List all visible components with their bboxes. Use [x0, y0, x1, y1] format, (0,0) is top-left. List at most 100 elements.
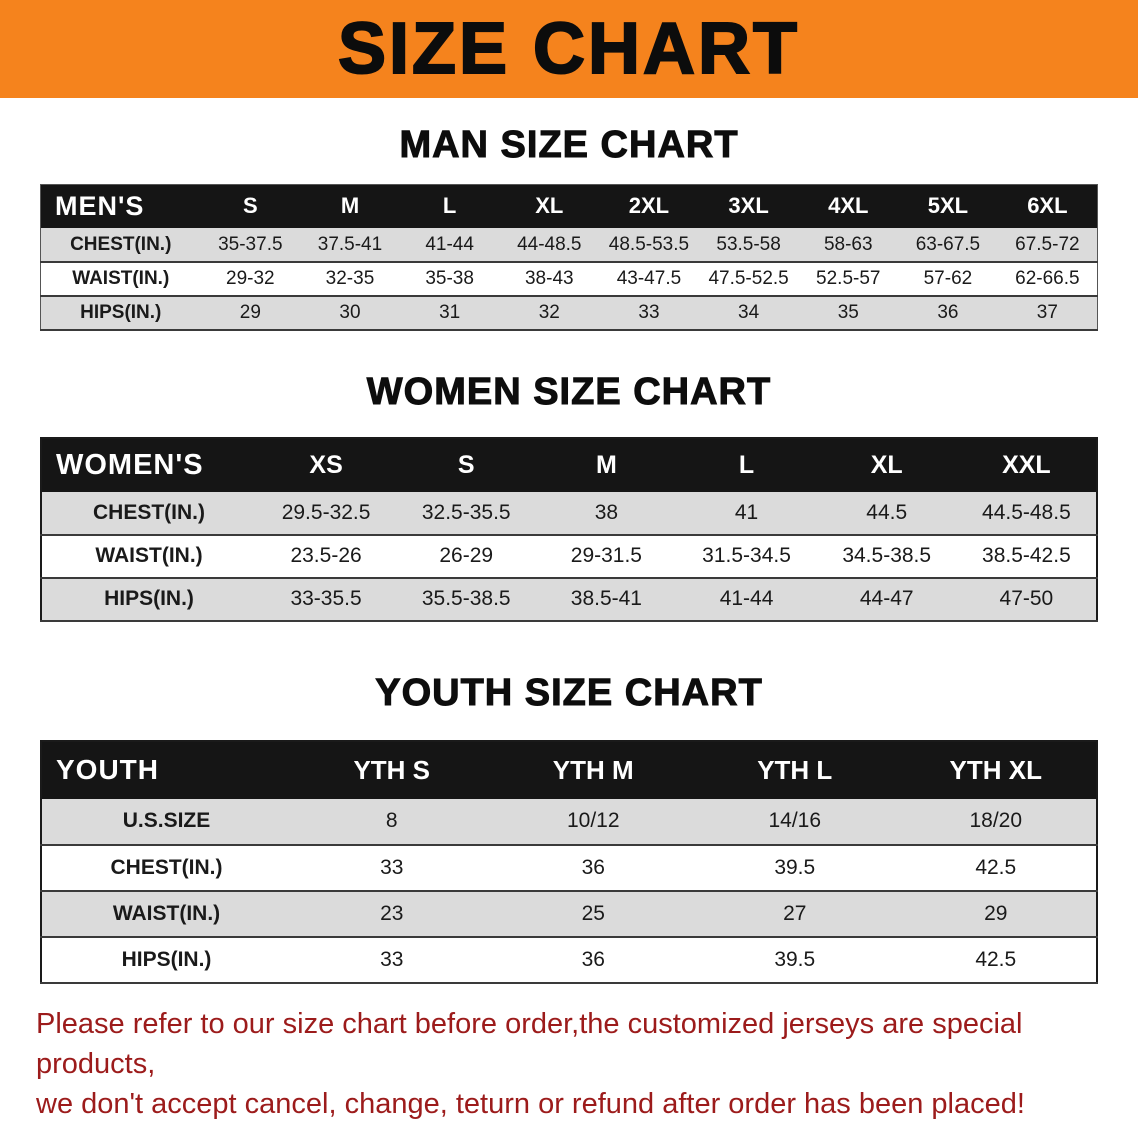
size-value-cell: 31.5-34.5	[676, 534, 817, 578]
size-value-cell: 10/12	[492, 798, 694, 845]
youth-size-chart-heading: YOUTH SIZE CHART	[375, 671, 763, 714]
table-row: HIPS(IN.) 33 36 39.5 42.5	[41, 936, 1097, 983]
row-label: CHEST(IN.)	[41, 491, 256, 535]
size-value-cell: 33	[291, 844, 493, 891]
row-label: HIPS(IN.)	[41, 936, 291, 983]
men-table-body: CHEST(IN.) 35-37.5 37.5-41 41-44 44-48.5 48.5…	[40, 228, 1098, 331]
size-value-cell: 36	[898, 296, 998, 331]
banner: SIZE CHART	[0, 0, 1138, 98]
table-row: HIPS(IN.) 33-35.5 35.5-38.5 38.5-41 41-44 44-…	[41, 577, 1097, 621]
page-title: SIZE CHART	[337, 9, 800, 89]
size-column-header: XXL	[956, 437, 1097, 492]
table-row: CHEST(IN.) 35-37.5 37.5-41 41-44 44-48.5 48.5…	[40, 228, 1098, 263]
header-row: WOMEN'S XS S M L XL XXL	[41, 437, 1097, 492]
size-value-cell: 26-29	[396, 534, 537, 578]
size-value-cell: 32-35	[300, 262, 400, 297]
size-value-cell: 41-44	[399, 228, 500, 263]
size-value-cell: 14/16	[694, 798, 896, 845]
table-row: CHEST(IN.) 29.5-32.5 32.5-35.5 38 41 44.5 44.5…	[41, 491, 1097, 535]
section-women: WOMEN SIZE CHART WOMEN'S XS S M L XL XXL CHEST(I…	[0, 371, 1138, 622]
size-value-cell: 42.5	[895, 936, 1097, 983]
youth-corner-label: YOUTH	[41, 740, 291, 799]
size-value-cell: 18/20	[895, 798, 1097, 845]
size-column-header: 6XL	[997, 184, 1098, 229]
size-value-cell: 47-50	[956, 577, 1097, 621]
row-label: U.S.SIZE	[41, 798, 291, 845]
size-value-cell: 47.5-52.5	[698, 262, 799, 297]
size-value-cell: 23	[291, 890, 493, 937]
men-corner-label: MEN'S	[40, 184, 201, 229]
men-table-head: MEN'S S M L XL 2XL 3XL 4XL 5XL 6XL	[40, 184, 1098, 229]
women-corner-label: WOMEN'S	[41, 437, 256, 492]
men-size-chart-heading: MAN SIZE CHART	[399, 124, 739, 167]
size-column-header: XL	[816, 437, 957, 492]
size-value-cell: 32.5-35.5	[396, 491, 537, 535]
size-value-cell: 29	[200, 296, 301, 331]
size-value-cell: 67.5-72	[997, 228, 1098, 263]
size-column-header: YTH S	[291, 740, 493, 799]
size-value-cell: 39.5	[694, 844, 896, 891]
women-size-table: WOMEN'S XS S M L XL XXL CHEST(IN.) 29.5-32.5 32.5…	[40, 436, 1098, 622]
size-column-header: L	[399, 184, 500, 229]
size-value-cell: 44-48.5	[499, 228, 600, 263]
size-column-header: YTH XL	[895, 740, 1097, 799]
notice-line-1: Please refer to our size chart before or…	[36, 1007, 1023, 1080]
size-column-header: XL	[499, 184, 600, 229]
size-value-cell: 58-63	[798, 228, 899, 263]
youth-table-body: U.S.SIZE 8 10/12 14/16 18/20 CHEST(IN.) 33 36 39…	[41, 798, 1097, 983]
size-value-cell: 44-47	[816, 577, 957, 621]
size-value-cell: 29.5-32.5	[256, 491, 397, 535]
size-value-cell: 35-37.5	[200, 228, 301, 263]
size-column-header: S	[396, 437, 537, 492]
header-row: YOUTH YTH S YTH M YTH L YTH XL	[41, 740, 1097, 799]
size-column-header: 4XL	[798, 184, 899, 229]
size-value-cell: 29-31.5	[536, 534, 677, 578]
size-value-cell: 44.5-48.5	[956, 491, 1097, 535]
size-value-cell: 36	[492, 936, 694, 983]
size-column-header: S	[200, 184, 301, 229]
size-column-header: YTH M	[492, 740, 694, 799]
size-value-cell: 53.5-58	[698, 228, 799, 263]
table-row: HIPS(IN.) 29 30 31 32 33 34 35 36 37	[40, 296, 1098, 331]
table-row: WAIST(IN.) 29-32 32-35 35-38 38-43 43-47.5 47.…	[40, 262, 1098, 297]
charts-container: MAN SIZE CHART MEN'S S M L XL 2XL 3XL 4XL 5XL 6XL C…	[0, 124, 1138, 984]
size-value-cell: 30	[300, 296, 400, 331]
size-value-cell: 31	[399, 296, 500, 331]
size-value-cell: 29	[895, 890, 1097, 937]
table-row: WAIST(IN.) 23.5-26 26-29 29-31.5 31.5-34.5 34…	[41, 534, 1097, 578]
size-value-cell: 57-62	[898, 262, 998, 297]
row-label: CHEST(IN.)	[40, 228, 201, 263]
size-value-cell: 38.5-41	[536, 577, 677, 621]
size-column-header: L	[676, 437, 817, 492]
size-value-cell: 44.5	[816, 491, 957, 535]
row-label: WAIST(IN.)	[40, 262, 201, 297]
table-row: U.S.SIZE 8 10/12 14/16 18/20	[41, 798, 1097, 845]
footer-notice: Please refer to our size chart before or…	[0, 1004, 1138, 1124]
row-label: WAIST(IN.)	[41, 890, 291, 937]
size-column-header: 5XL	[898, 184, 998, 229]
size-value-cell: 27	[694, 890, 896, 937]
size-value-cell: 33-35.5	[256, 577, 397, 621]
size-value-cell: 36	[492, 844, 694, 891]
size-value-cell: 38.5-42.5	[956, 534, 1097, 578]
size-column-header: 2XL	[599, 184, 699, 229]
size-value-cell: 33	[291, 936, 493, 983]
women-table-body: CHEST(IN.) 29.5-32.5 32.5-35.5 38 41 44.5 44.5…	[41, 491, 1097, 621]
women-table-head: WOMEN'S XS S M L XL XXL	[41, 437, 1097, 492]
men-size-table: MEN'S S M L XL 2XL 3XL 4XL 5XL 6XL CHEST(IN.) 35-37…	[40, 183, 1098, 332]
row-label: CHEST(IN.)	[41, 844, 291, 891]
section-youth: YOUTH SIZE CHART YOUTH YTH S YTH M YTH L YTH …	[0, 671, 1138, 984]
youth-table-head: YOUTH YTH S YTH M YTH L YTH XL	[41, 740, 1097, 799]
section-men: MAN SIZE CHART MEN'S S M L XL 2XL 3XL 4XL 5XL 6XL C…	[0, 124, 1138, 332]
header-row: MEN'S S M L XL 2XL 3XL 4XL 5XL 6XL	[40, 184, 1098, 229]
youth-size-table: YOUTH YTH S YTH M YTH L YTH XL U.S.SIZE 8 10/12…	[40, 739, 1098, 984]
size-column-header: YTH L	[694, 740, 896, 799]
size-value-cell: 25	[492, 890, 694, 937]
size-value-cell: 38	[536, 491, 677, 535]
size-value-cell: 48.5-53.5	[599, 228, 699, 263]
size-value-cell: 35.5-38.5	[396, 577, 537, 621]
size-value-cell: 39.5	[694, 936, 896, 983]
size-value-cell: 63-67.5	[898, 228, 998, 263]
size-value-cell: 33	[599, 296, 699, 331]
